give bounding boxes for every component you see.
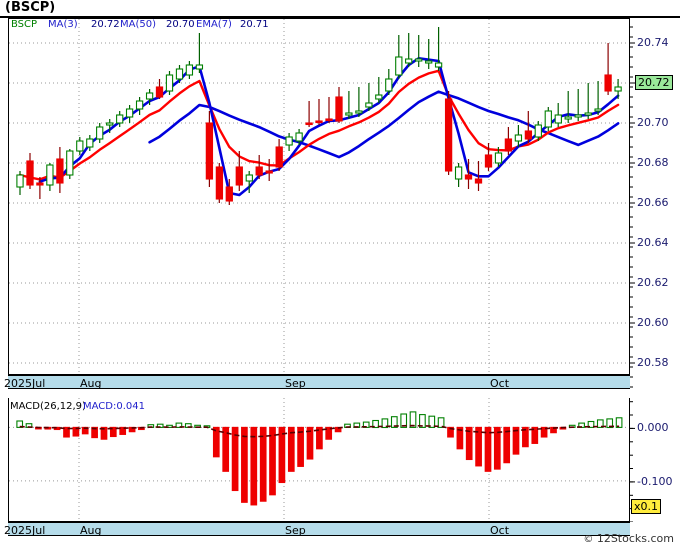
watermark: © 12Stocks.com: [583, 532, 674, 545]
price-legend: BSCP MA(3) 20.72 MA(50) 20.70 EMA(7) 20.…: [8, 19, 629, 31]
date-tick-label: Oct: [490, 524, 510, 537]
title-bar: (BSCP): [0, 0, 680, 17]
price-chart-panel[interactable]: [8, 18, 630, 388]
macd-canvas[interactable]: [9, 398, 629, 521]
date-tick-label: 2025Jul: [4, 377, 46, 390]
page-title: (BSCP): [5, 0, 56, 15]
price-axis-ticks: [630, 26, 635, 388]
price-chart-canvas[interactable]: [9, 19, 629, 387]
legend-symbol: BSCP: [11, 19, 38, 30]
legend-ma50-value: 20.70: [166, 19, 195, 30]
price-tick-label: 20.58: [637, 356, 669, 369]
macd-scale-badge: x0.1: [631, 499, 662, 514]
price-tick-label: 20.60: [637, 316, 669, 329]
macd-panel[interactable]: [8, 398, 630, 522]
legend-ema7-label: EMA(7): [196, 19, 232, 30]
date-axis-price: 2025Jul Aug Sep Oct: [4, 374, 630, 390]
copyright-icon: ©: [583, 534, 594, 545]
legend-ema7-value: 20.71: [240, 19, 269, 30]
date-tick-label: Sep: [285, 377, 306, 390]
macd-axis: 0.000 -0.100 x0.1: [630, 398, 680, 522]
macd-legend-label: MACD(26,12,9): [10, 401, 86, 412]
macd-legend-value: MACD:0.041: [83, 401, 145, 412]
title-divider: [0, 16, 680, 18]
date-tick-label: Aug: [80, 524, 102, 537]
macd-tick-label: -0.100: [637, 474, 673, 488]
legend-ma3-value: 20.72: [91, 19, 120, 30]
date-tick-label: Sep: [285, 524, 306, 537]
date-tick-label: Oct: [490, 377, 510, 390]
legend-ma50-label: MA(50): [120, 19, 156, 30]
date-axis-macd: 2025Jul Aug Sep Oct: [4, 521, 630, 537]
watermark-text: 12Stocks.com: [596, 532, 674, 545]
price-tick-label: 20.68: [637, 156, 669, 169]
last-price-badge: 20.72: [635, 75, 673, 90]
price-axis: 20.74 20.72 20.70 20.68 20.66 20.64 20.62 20.60…: [630, 18, 680, 388]
price-tick-label: 20.74: [637, 36, 669, 49]
legend-ma3-label: MA(3): [48, 19, 78, 30]
date-tick-label: Aug: [80, 377, 102, 390]
price-tick-label: 20.62: [637, 276, 669, 289]
date-tick-label: 2025Jul: [4, 524, 46, 537]
price-tick-label: 20.66: [637, 196, 669, 209]
price-tick-label: 20.64: [637, 236, 669, 249]
macd-tick-label: 0.000: [637, 421, 669, 435]
price-tick-label: 20.70: [637, 116, 669, 129]
